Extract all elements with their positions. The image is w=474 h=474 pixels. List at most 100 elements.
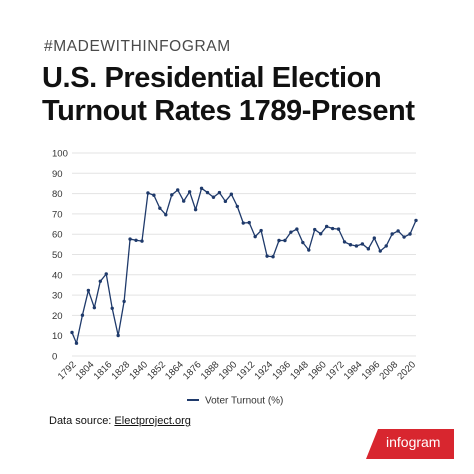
data-point[interactable]: [289, 230, 293, 234]
data-point[interactable]: [205, 190, 210, 195]
data-point[interactable]: [277, 238, 281, 243]
data-point[interactable]: [402, 235, 406, 239]
data-point[interactable]: [360, 242, 365, 246]
data-point[interactable]: [378, 249, 382, 253]
data-point[interactable]: [86, 288, 91, 293]
data-point[interactable]: [122, 299, 126, 304]
y-axis-tick-labels: 0 10 20 30 40 50 60 70 80 90 100: [52, 149, 68, 363]
data-point[interactable]: [390, 232, 394, 236]
data-point[interactable]: [259, 228, 263, 233]
page-title: U.S. Presidential Election Turnout Rates…: [42, 62, 415, 128]
data-point[interactable]: [307, 248, 311, 252]
data-point[interactable]: [74, 341, 79, 345]
x-tick-label: 1828: [109, 359, 132, 382]
data-point[interactable]: [229, 192, 234, 196]
x-tick-label: 1972: [324, 359, 347, 382]
data-point[interactable]: [164, 213, 168, 217]
data-source-prefix: Data source:: [49, 415, 115, 427]
y-tick-label: 20: [52, 311, 63, 322]
x-tick-label: 1912: [235, 359, 258, 382]
data-source-note: Data source: Electproject.org: [49, 415, 191, 427]
chart-grid: [72, 152, 416, 357]
data-point[interactable]: [92, 305, 97, 310]
data-point[interactable]: [313, 227, 317, 232]
data-point[interactable]: [348, 243, 353, 247]
data-point[interactable]: [158, 206, 162, 210]
data-point[interactable]: [366, 247, 371, 251]
data-point[interactable]: [134, 238, 138, 242]
x-tick-label: 2020: [395, 359, 418, 382]
data-point[interactable]: [110, 306, 114, 310]
data-point[interactable]: [414, 218, 418, 223]
data-point[interactable]: [283, 238, 287, 243]
y-tick-label: 90: [52, 169, 63, 180]
data-point[interactable]: [70, 330, 74, 335]
x-tick-label: 1792: [56, 359, 79, 382]
y-tick-label: 0: [52, 352, 57, 363]
data-source-link[interactable]: Electproject.org: [114, 415, 191, 427]
x-tick-label: 1816: [92, 359, 115, 382]
data-point[interactable]: [146, 191, 150, 195]
data-point[interactable]: [211, 195, 216, 199]
data-point[interactable]: [116, 333, 120, 338]
x-tick-label: 1936: [270, 359, 293, 382]
series-voter-turnout: [70, 186, 418, 345]
data-point[interactable]: [199, 186, 204, 191]
data-point[interactable]: [152, 193, 156, 197]
data-point[interactable]: [223, 199, 228, 204]
data-point[interactable]: [324, 224, 329, 229]
data-point[interactable]: [80, 313, 85, 317]
data-point[interactable]: [181, 199, 186, 203]
x-tick-label: 1804: [74, 359, 97, 382]
data-point[interactable]: [408, 232, 412, 236]
y-tick-label: 70: [52, 209, 63, 220]
infogram-logo[interactable]: infogram: [366, 429, 454, 459]
y-tick-label: 100: [52, 149, 68, 160]
infogram-logo-flag-icon: [366, 429, 454, 459]
x-tick-label: 1948: [288, 359, 311, 382]
x-tick-label: 1960: [306, 359, 329, 382]
infogram-logo-text: infogram: [386, 434, 441, 450]
data-point[interactable]: [318, 232, 323, 236]
y-tick-label: 80: [52, 189, 63, 200]
hashtag-label: #MADEWITHINFOGRAM: [44, 38, 231, 55]
data-point[interactable]: [342, 240, 347, 244]
data-point[interactable]: [372, 236, 377, 240]
y-tick-label: 10: [52, 331, 63, 342]
chart-legend: Voter Turnout (%): [187, 396, 283, 407]
x-tick-label: 1984: [342, 359, 365, 382]
data-point[interactable]: [104, 272, 108, 276]
data-point[interactable]: [241, 221, 245, 225]
series-line-voter-turnout: [71, 187, 417, 344]
data-point[interactable]: [295, 227, 299, 231]
data-point[interactable]: [140, 239, 144, 243]
data-point[interactable]: [187, 190, 192, 194]
data-point[interactable]: [247, 220, 251, 225]
data-point[interactable]: [98, 279, 102, 283]
data-point[interactable]: [265, 254, 269, 258]
data-point[interactable]: [330, 226, 335, 231]
x-tick-label: 1996: [360, 359, 383, 382]
data-point[interactable]: [128, 237, 132, 241]
y-tick-label: 40: [52, 270, 63, 281]
data-point[interactable]: [193, 207, 198, 212]
title-line-2: Turnout Rates 1789-Present: [42, 95, 415, 127]
data-point[interactable]: [271, 255, 275, 259]
x-tick-label: 2008: [378, 359, 401, 382]
data-point[interactable]: [396, 229, 400, 233]
data-point[interactable]: [336, 227, 341, 231]
x-tick-label: 1852: [145, 359, 168, 382]
data-point[interactable]: [217, 190, 222, 195]
data-point[interactable]: [354, 244, 359, 248]
data-point[interactable]: [384, 244, 388, 248]
data-point[interactable]: [170, 193, 174, 197]
y-tick-label: 50: [52, 250, 63, 261]
x-tick-label: 1888: [199, 359, 222, 382]
x-tick-label: 1924: [252, 359, 275, 382]
data-point[interactable]: [176, 188, 180, 192]
data-point[interactable]: [301, 240, 305, 245]
data-point[interactable]: [253, 234, 257, 239]
title-line-1: U.S. Presidential Election: [42, 62, 382, 94]
data-point[interactable]: [235, 204, 239, 209]
